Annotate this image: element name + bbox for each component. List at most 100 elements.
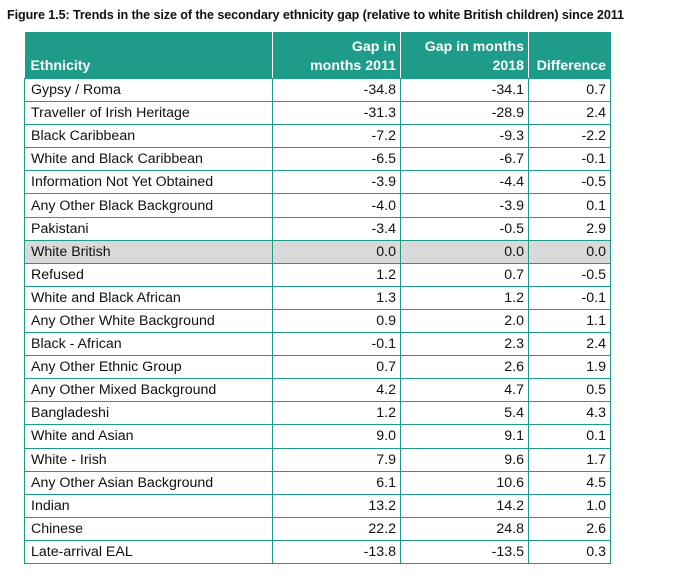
table-row: White British 0.0 0.0 0.0 [24, 239, 611, 264]
table-row: Black Caribbean -7.2 -9.3 -2.2 [24, 124, 611, 149]
table-row: Indian 13.2 14.2 1.0 [24, 493, 611, 518]
gap-2018-cell: -0.5 [400, 216, 529, 241]
difference-cell: 1.7 [528, 447, 611, 472]
ethnicity-cell: Any Other Ethnic Group [24, 355, 273, 380]
table-row: Gypsy / Roma -34.8 -34.1 0.7 [24, 77, 611, 103]
difference-cell: 2.4 [528, 332, 611, 357]
ethnicity-cell: White and Asian [24, 424, 273, 449]
difference-cell: 4.3 [528, 401, 611, 426]
gap-2011-cell: -0.1 [272, 332, 401, 357]
difference-cell: 1.1 [528, 308, 611, 334]
gap-2018-cell: 10.6 [400, 470, 529, 495]
table-body: Gypsy / Roma -34.8 -34.1 0.7 Traveller of Ir… [24, 77, 611, 564]
header-gap-2011-line2: months 2011 [310, 58, 396, 74]
difference-cell: 0.1 [528, 193, 611, 218]
gap-2018-cell: 9.6 [400, 447, 529, 472]
gap-2018-cell: -4.4 [400, 170, 529, 195]
gap-2018-cell: -6.7 [400, 147, 529, 172]
figure-caption: Figure 1.5: Trends in the size of the se… [7, 8, 624, 22]
gap-2018-cell: 2.6 [400, 355, 529, 380]
difference-cell: -0.5 [528, 170, 611, 195]
ethnicity-cell: Black - African [24, 332, 273, 357]
difference-cell: 0.0 [528, 239, 611, 264]
gap-2011-cell: -3.9 [272, 170, 401, 195]
gap-2011-cell: -7.2 [272, 124, 401, 149]
gap-2011-cell: -31.3 [272, 101, 401, 126]
gap-2018-cell: -13.5 [400, 539, 529, 564]
ethnicity-cell: Traveller of Irish Heritage [24, 101, 273, 126]
table-row: Any Other Ethnic Group 0.7 2.6 1.9 [24, 355, 611, 380]
gap-2018-cell: 2.0 [400, 308, 529, 334]
header-gap-2018: Gap in months 2018 [400, 32, 529, 79]
gap-2018-cell: 0.7 [400, 262, 529, 287]
gap-2011-cell: 1.3 [272, 285, 401, 310]
difference-cell: 2.4 [528, 101, 611, 126]
table-row: Chinese 22.2 24.8 2.6 [24, 516, 611, 541]
ethnicity-cell: Any Other Black Background [24, 193, 273, 218]
header-gap-2018-line1: Gap in months [424, 39, 524, 55]
table-row: Late-arrival EAL -13.8 -13.5 0.3 [24, 539, 611, 564]
ethnicity-cell: White - Irish [24, 447, 273, 472]
ethnicity-cell: Any Other Asian Background [24, 470, 273, 495]
header-difference-label: Difference [536, 58, 606, 74]
ethnicity-cell: Gypsy / Roma [24, 77, 273, 103]
gap-2011-cell: 0.7 [272, 355, 401, 380]
table-row: White and Black African 1.3 1.2 -0.1 [24, 285, 611, 310]
ethnicity-gap-table: Ethnicity Gap in months 2011 Gap in mont… [24, 32, 611, 564]
gap-2011-cell: -6.5 [272, 147, 401, 172]
table-header: Ethnicity Gap in months 2011 Gap in mont… [24, 32, 611, 79]
gap-2018-cell: -9.3 [400, 124, 529, 149]
gap-2018-cell: 14.2 [400, 493, 529, 518]
table-row: Any Other Mixed Background 4.2 4.7 0.5 [24, 378, 611, 403]
gap-2018-cell: 0.0 [400, 239, 529, 264]
ethnicity-cell: White British [24, 239, 273, 264]
table-row: Any Other White Background 0.9 2.0 1.1 [24, 308, 611, 334]
gap-2018-cell: 1.2 [400, 285, 529, 310]
gap-2018-cell: 24.8 [400, 516, 529, 541]
gap-2011-cell: 0.9 [272, 308, 401, 334]
gap-2018-cell: -34.1 [400, 77, 529, 103]
difference-cell: -0.5 [528, 262, 611, 287]
gap-2011-cell: -13.8 [272, 539, 401, 564]
difference-cell: 0.7 [528, 77, 611, 103]
table-row: Any Other Asian Background 6.1 10.6 4.5 [24, 470, 611, 495]
gap-2018-cell: -3.9 [400, 193, 529, 218]
difference-cell: 2.6 [528, 516, 611, 541]
difference-cell: 1.0 [528, 493, 611, 518]
table-row: Black - African -0.1 2.3 2.4 [24, 332, 611, 357]
difference-cell: 0.5 [528, 378, 611, 403]
gap-2018-cell: 4.7 [400, 378, 529, 403]
gap-2018-cell: 5.4 [400, 401, 529, 426]
difference-cell: -2.2 [528, 124, 611, 149]
gap-2011-cell: 4.2 [272, 378, 401, 403]
table-row: White and Black Caribbean -6.5 -6.7 -0.1 [24, 147, 611, 172]
ethnicity-cell: White and Black Caribbean [24, 147, 273, 172]
ethnicity-cell: Information Not Yet Obtained [24, 170, 273, 195]
header-ethnicity-label: Ethnicity [30, 58, 91, 74]
table-row: Any Other Black Background -4.0 -3.9 0.1 [24, 193, 611, 218]
gap-2011-cell: 1.2 [272, 262, 401, 287]
table-row: Bangladeshi 1.2 5.4 4.3 [24, 401, 611, 426]
gap-2011-cell: -3.4 [272, 216, 401, 241]
header-gap-2018-line2: 2018 [492, 58, 524, 74]
gap-2011-cell: 22.2 [272, 516, 401, 541]
difference-cell: 4.5 [528, 470, 611, 495]
gap-2011-cell: -34.8 [272, 77, 401, 103]
ethnicity-cell: Black Caribbean [24, 124, 273, 149]
ethnicity-cell: Bangladeshi [24, 401, 273, 426]
header-gap-2011-line1: Gap in [351, 39, 396, 55]
gap-2011-cell: 7.9 [272, 447, 401, 472]
gap-2011-cell: 1.2 [272, 401, 401, 426]
gap-2011-cell: 9.0 [272, 424, 401, 449]
gap-2018-cell: 9.1 [400, 424, 529, 449]
gap-2011-cell: 6.1 [272, 470, 401, 495]
gap-2011-cell: 13.2 [272, 493, 401, 518]
ethnicity-cell: Late-arrival EAL [24, 539, 273, 564]
header-row: Ethnicity Gap in months 2011 Gap in mont… [24, 32, 611, 79]
gap-2011-cell: 0.0 [272, 239, 401, 264]
header-gap-2011: Gap in months 2011 [272, 32, 401, 79]
table-row: Refused 1.2 0.7 -0.5 [24, 262, 611, 287]
difference-cell: 1.9 [528, 355, 611, 380]
table-row: White and Asian 9.0 9.1 0.1 [24, 424, 611, 449]
table-row: White - Irish 7.9 9.6 1.7 [24, 447, 611, 472]
